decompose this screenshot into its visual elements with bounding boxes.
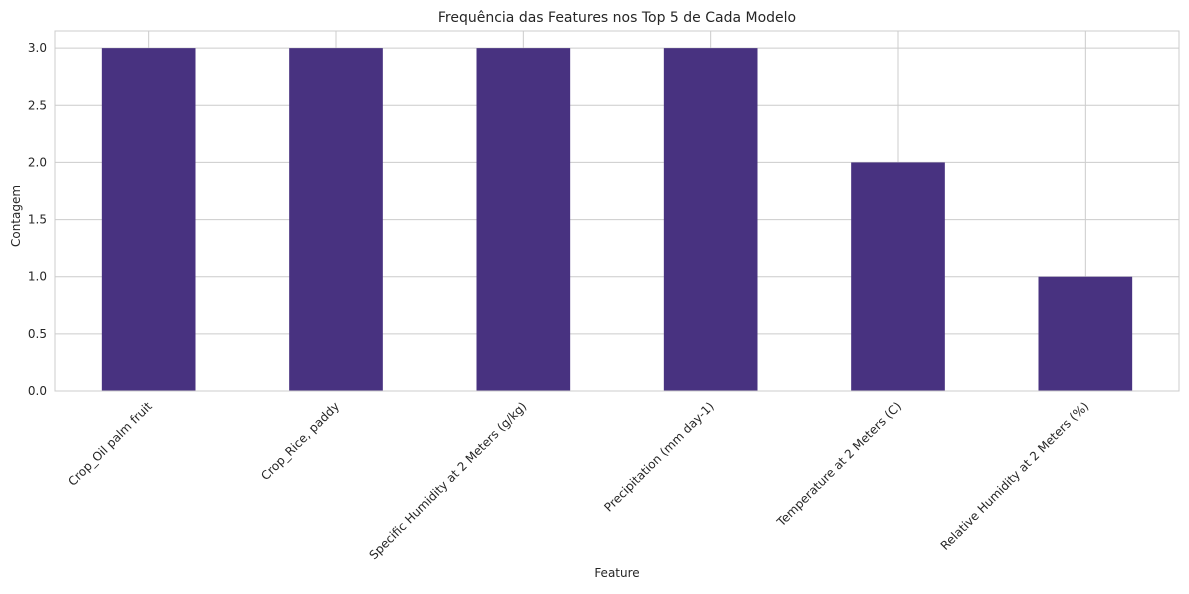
y-tick-label: 2.5: [28, 98, 47, 112]
x-tick-label: Crop_Rice, paddy: [258, 399, 342, 483]
x-tick-label: Precipitation (mm day-1): [601, 399, 716, 514]
y-tick-label: 1.5: [28, 213, 47, 227]
bar: [1038, 276, 1133, 391]
y-axis-ticks: 0.0 0.5 1.0 1.5 2.0 2.5 3.0: [28, 41, 47, 398]
x-axis-label: Feature: [594, 566, 639, 580]
grid-lines: [55, 31, 1179, 392]
x-tick-label: Specific Humidity at 2 Meters (g/kg): [366, 399, 529, 562]
x-axis-ticks: Crop_Oil palm fruit Crop_Rice, paddy Speci…: [65, 399, 1091, 562]
bar: [289, 48, 383, 392]
bar: [101, 48, 196, 392]
x-tick-label: Temperature at 2 Meters (C): [774, 399, 905, 530]
plot-frame: [54, 30, 1180, 392]
x-tick-label: Relative Humidity at 2 Meters (%): [938, 399, 1092, 553]
y-tick-label: 0.0: [28, 384, 47, 398]
x-tick-label: Crop_Oil palm fruit: [65, 399, 155, 489]
bar: [851, 162, 945, 391]
bars: [101, 48, 1133, 392]
y-tick-label: 0.5: [28, 327, 47, 341]
bar: [476, 48, 571, 392]
y-axis-label: Contagem: [9, 185, 23, 247]
y-tick-label: 1.0: [28, 270, 47, 284]
axes-frame: [54, 30, 1180, 392]
chart-title: Frequência das Features nos Top 5 de Cad…: [438, 10, 796, 26]
y-tick-label: 3.0: [28, 41, 47, 55]
bar: [663, 48, 758, 392]
y-tick-label: 2.0: [28, 155, 47, 169]
